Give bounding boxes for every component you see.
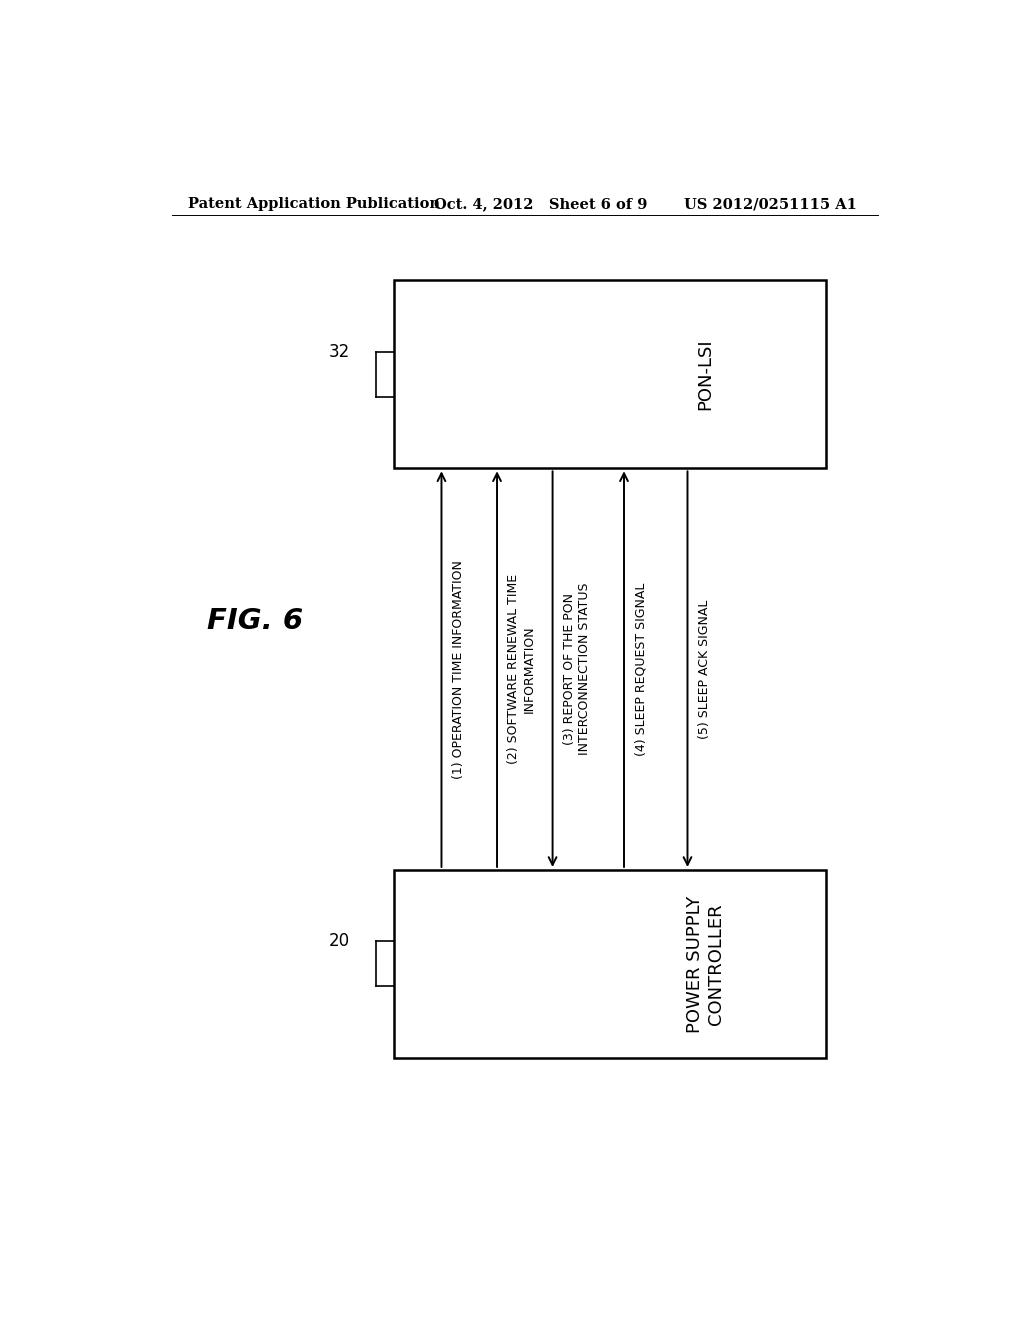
Text: Oct. 4, 2012   Sheet 6 of 9: Oct. 4, 2012 Sheet 6 of 9 <box>433 197 647 211</box>
Text: Patent Application Publication: Patent Application Publication <box>187 197 439 211</box>
Text: (2) SOFTWARE RENEWAL TIME
INFORMATION: (2) SOFTWARE RENEWAL TIME INFORMATION <box>507 574 536 764</box>
Bar <box>394 870 826 1057</box>
Text: POWER SUPPLY
CONTROLLER: POWER SUPPLY CONTROLLER <box>686 895 725 1032</box>
Text: 20: 20 <box>329 932 350 950</box>
Text: 32: 32 <box>329 343 350 360</box>
Text: (1) OPERATION TIME INFORMATION: (1) OPERATION TIME INFORMATION <box>452 560 465 779</box>
Bar <box>394 280 826 469</box>
Text: FIG. 6: FIG. 6 <box>207 607 303 635</box>
Text: (5) SLEEP ACK SIGNAL: (5) SLEEP ACK SIGNAL <box>697 599 711 739</box>
Text: (4) SLEEP REQUEST SIGNAL: (4) SLEEP REQUEST SIGNAL <box>634 582 647 756</box>
Text: (3) REPORT OF THE PON
INTERCONNECTION STATUS: (3) REPORT OF THE PON INTERCONNECTION ST… <box>563 583 591 755</box>
Text: US 2012/0251115 A1: US 2012/0251115 A1 <box>684 197 856 211</box>
Text: PON-LSI: PON-LSI <box>696 338 715 411</box>
